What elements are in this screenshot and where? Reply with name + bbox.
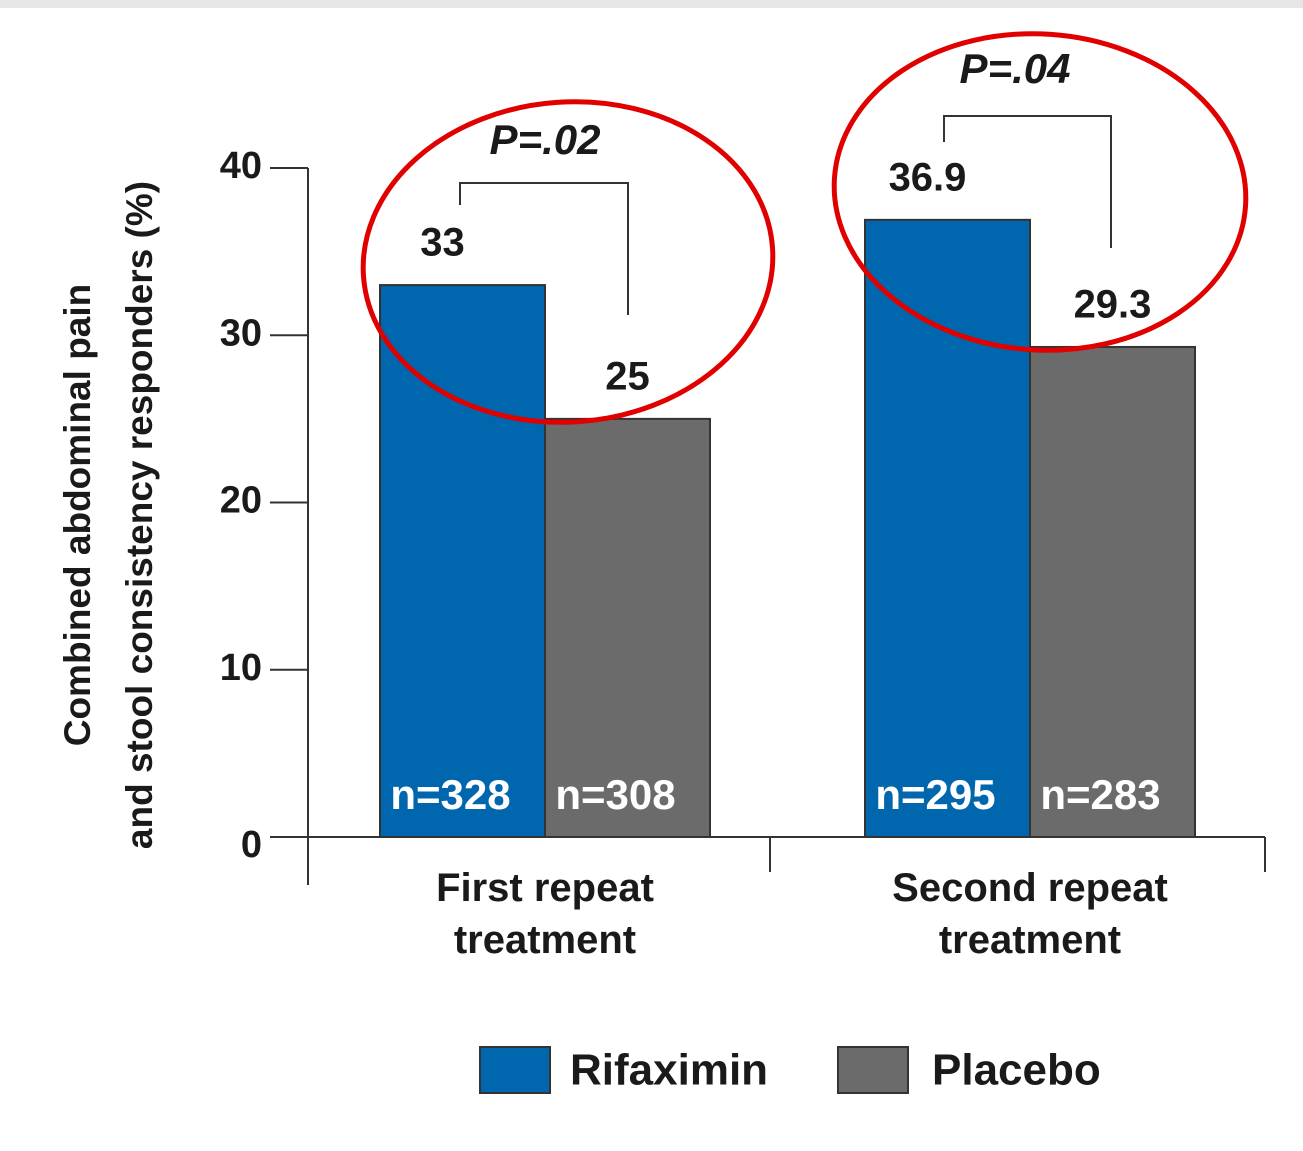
y-tick-label: 40 (220, 145, 262, 187)
x-tick-label: First repeat treatment (436, 866, 654, 962)
top-border (0, 0, 1303, 8)
x-tick-label: Second repeat treatment (892, 866, 1168, 962)
value-label: 33 (420, 221, 465, 265)
highlight-circle (360, 99, 776, 425)
highlight-circle (831, 31, 1249, 353)
y-tick-label: 20 (220, 480, 262, 522)
value-label: 25 (605, 354, 650, 398)
legend-swatch (837, 1046, 909, 1094)
y-tick-label: 30 (220, 312, 262, 354)
y-tick-label: 0 (241, 824, 262, 866)
bar (544, 417, 711, 838)
bracket (459, 182, 629, 315)
n-label: n=308 (555, 771, 675, 818)
bracket (943, 115, 1112, 248)
n-label: n=283 (1040, 771, 1160, 818)
bar (864, 218, 1031, 839)
value-label: 36.9 (889, 155, 967, 199)
legend-label: Rifaximin (570, 1046, 768, 1095)
legend-label: Placebo (932, 1046, 1101, 1095)
p-value: P=.02 (490, 116, 601, 163)
value-label: 29.3 (1074, 283, 1152, 327)
y-axis-label: Combined abdominal pain and stool consist… (57, 181, 160, 849)
y-tick-label: 10 (220, 647, 262, 689)
bar (1029, 345, 1196, 838)
y-axis-label-line: and stool consistency responders (%) (119, 181, 160, 849)
y-axis-label-line: Combined abdominal pain (57, 284, 98, 747)
n-label: n=328 (390, 771, 510, 818)
legend-swatch (479, 1046, 551, 1094)
n-label: n=295 (875, 771, 995, 818)
bar (379, 284, 546, 838)
p-value: P=.04 (960, 45, 1071, 92)
